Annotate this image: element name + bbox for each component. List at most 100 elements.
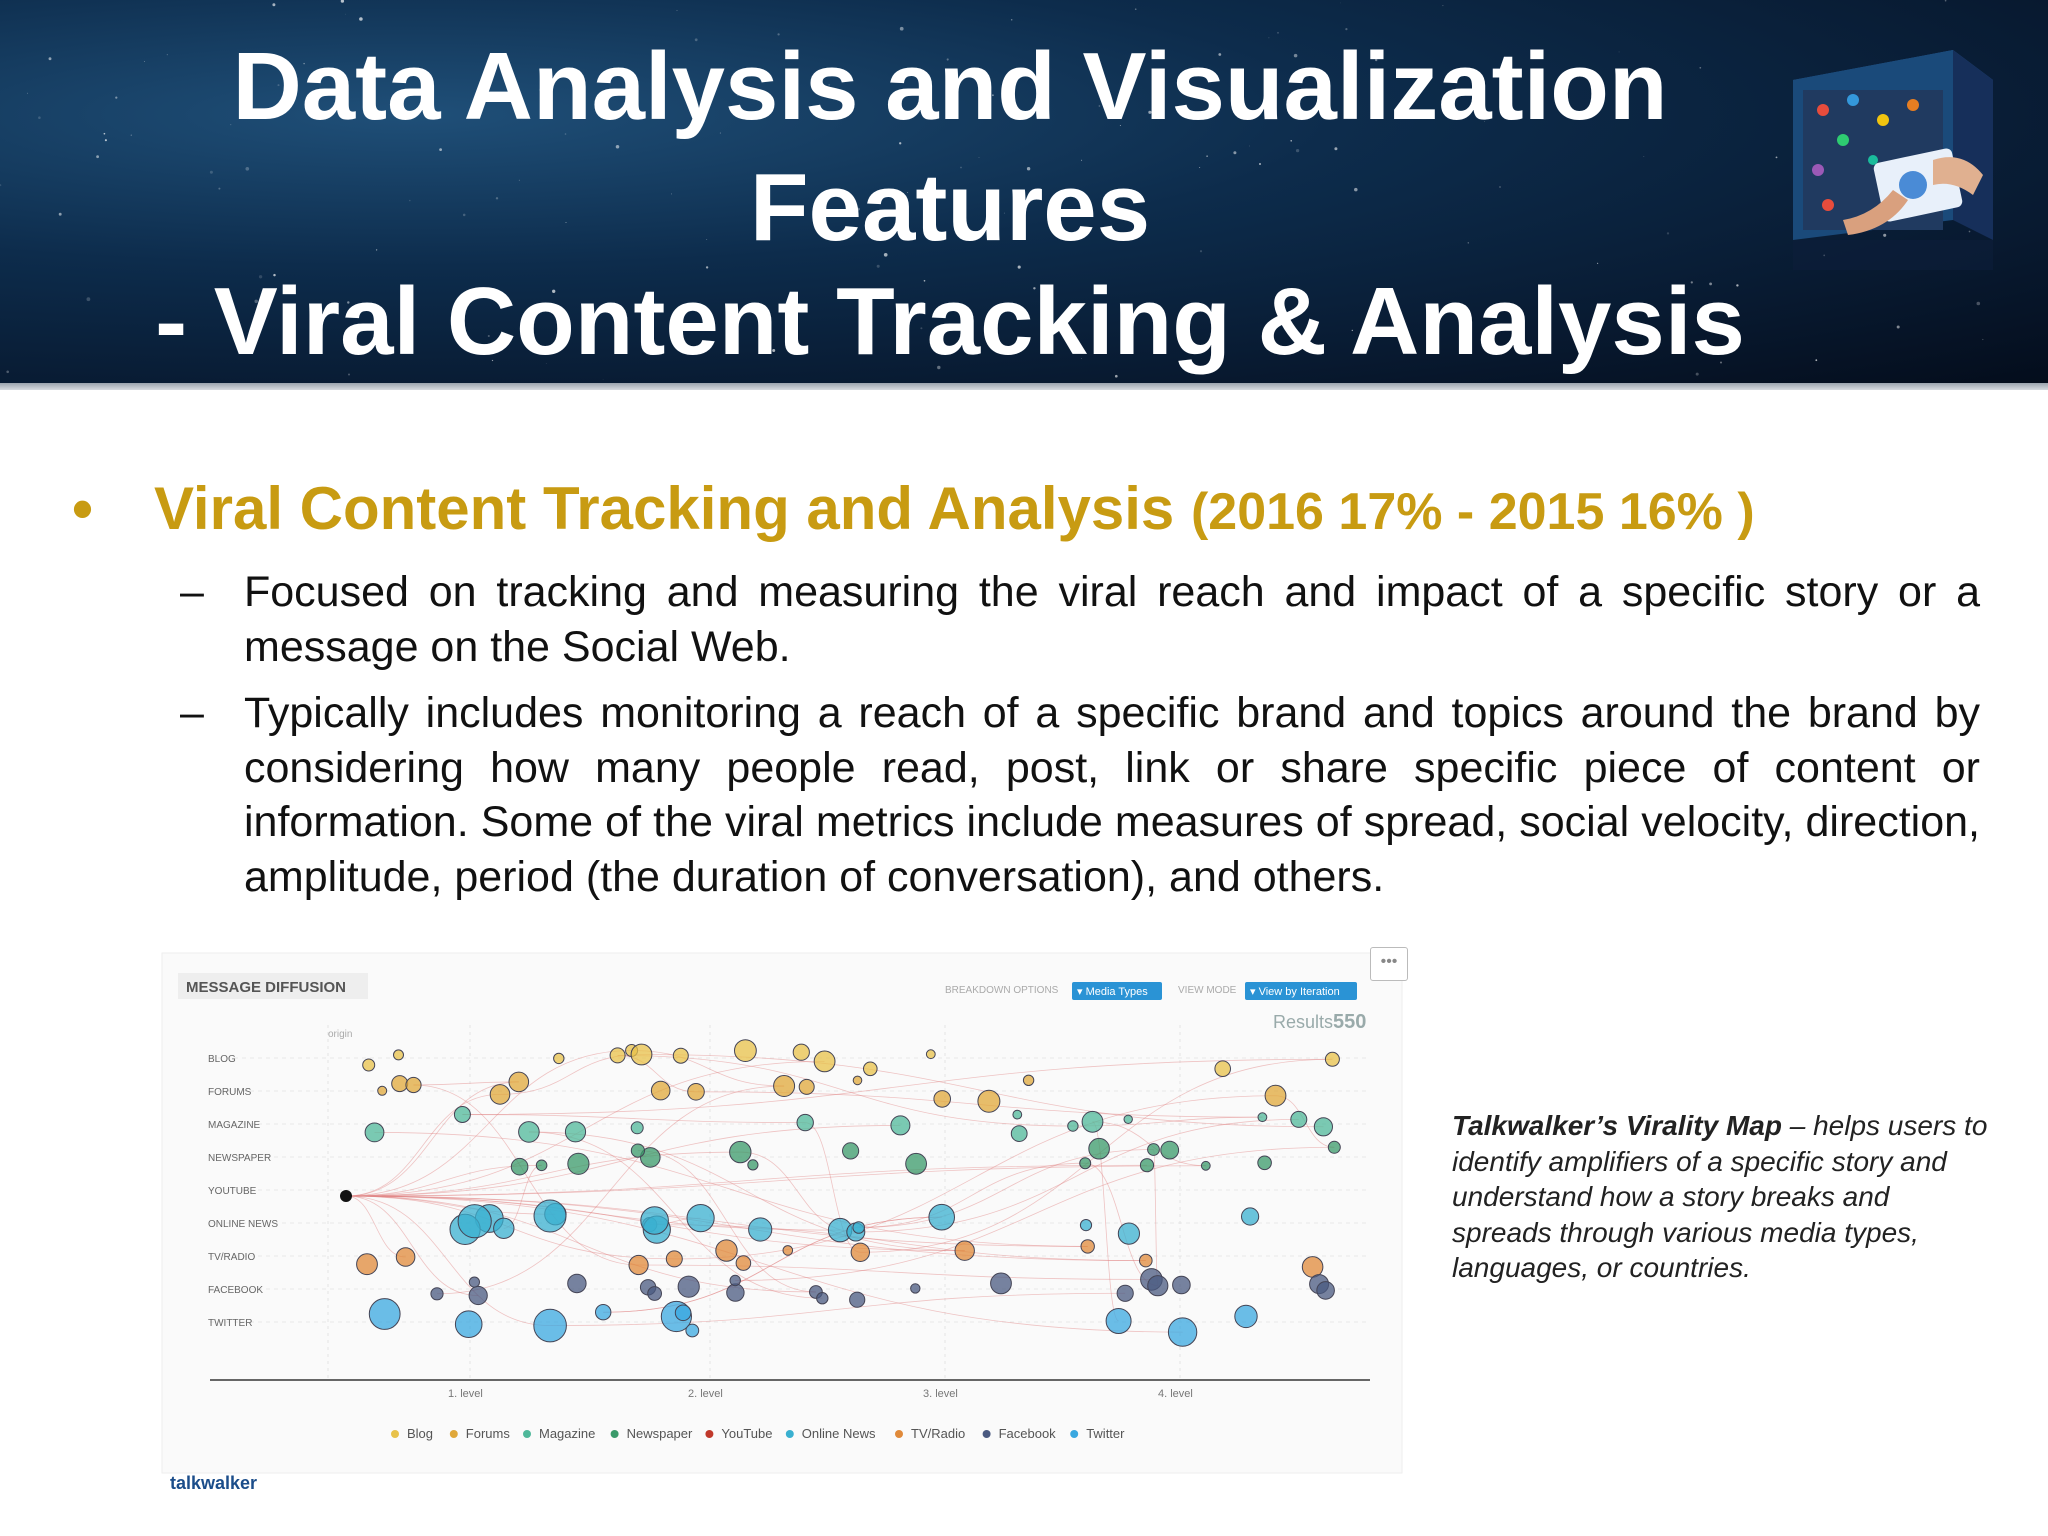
diffusion-node[interactable] bbox=[395, 1247, 416, 1267]
diffusion-node[interactable] bbox=[595, 1304, 612, 1321]
chart-menu-button[interactable]: ••• bbox=[1370, 947, 1408, 981]
diffusion-node[interactable] bbox=[686, 1204, 715, 1233]
diffusion-node[interactable] bbox=[748, 1217, 773, 1242]
diffusion-node[interactable] bbox=[905, 1152, 927, 1175]
diffusion-node[interactable] bbox=[1264, 1084, 1287, 1107]
diffusion-node[interactable] bbox=[715, 1239, 738, 1262]
diffusion-node[interactable] bbox=[863, 1061, 878, 1077]
diffusion-node[interactable] bbox=[735, 1255, 752, 1271]
diffusion-node[interactable] bbox=[1167, 1317, 1198, 1347]
diffusion-node[interactable] bbox=[535, 1159, 548, 1172]
diffusion-node[interactable] bbox=[1080, 1239, 1095, 1254]
diffusion-node[interactable] bbox=[1324, 1051, 1340, 1067]
diffusion-node[interactable] bbox=[1081, 1110, 1104, 1133]
diffusion-node[interactable] bbox=[364, 1122, 385, 1143]
diffusion-node[interactable] bbox=[362, 1058, 376, 1072]
diffusion-node[interactable] bbox=[1067, 1120, 1079, 1132]
diffusion-node[interactable] bbox=[1123, 1114, 1133, 1125]
diffusion-node[interactable] bbox=[849, 1291, 866, 1308]
diffusion-node[interactable] bbox=[630, 1121, 644, 1135]
diffusion-node[interactable] bbox=[533, 1199, 567, 1233]
diffusion-node[interactable] bbox=[1147, 1143, 1160, 1156]
diffusion-node[interactable] bbox=[726, 1283, 745, 1302]
diffusion-node[interactable] bbox=[796, 1113, 814, 1132]
diffusion-node[interactable] bbox=[1257, 1112, 1268, 1123]
diffusion-node[interactable] bbox=[747, 1159, 759, 1171]
diffusion-node[interactable] bbox=[1241, 1207, 1260, 1226]
diffusion-node[interactable] bbox=[729, 1274, 741, 1287]
diffusion-node[interactable] bbox=[1105, 1308, 1132, 1334]
diffusion-node[interactable] bbox=[508, 1071, 530, 1093]
diffusion-node[interactable] bbox=[1301, 1256, 1324, 1278]
diffusion-node[interactable] bbox=[925, 1049, 936, 1060]
diffusion-node[interactable] bbox=[816, 1292, 829, 1305]
diffusion-node[interactable] bbox=[729, 1140, 752, 1164]
diffusion-node[interactable] bbox=[990, 1272, 1012, 1295]
diffusion-node[interactable] bbox=[457, 1204, 492, 1239]
diffusion-node[interactable] bbox=[773, 1075, 796, 1097]
diffusion-node[interactable] bbox=[430, 1287, 444, 1301]
diffusion-node[interactable] bbox=[685, 1323, 700, 1338]
diffusion-node[interactable] bbox=[850, 1242, 870, 1262]
diffusion-node[interactable] bbox=[393, 1049, 404, 1061]
diffusion-node[interactable] bbox=[1234, 1304, 1258, 1329]
diffusion-node[interactable] bbox=[356, 1253, 378, 1276]
diffusion-node[interactable] bbox=[910, 1283, 921, 1294]
diffusion-node[interactable] bbox=[377, 1085, 388, 1096]
diffusion-node[interactable] bbox=[630, 1143, 645, 1158]
diffusion-node[interactable] bbox=[1139, 1158, 1155, 1173]
diffusion-node[interactable] bbox=[391, 1075, 409, 1093]
diffusion-node[interactable] bbox=[1079, 1219, 1093, 1232]
diffusion-node[interactable] bbox=[518, 1121, 540, 1143]
diffusion-node[interactable] bbox=[1214, 1060, 1231, 1077]
diffusion-node[interactable] bbox=[1257, 1155, 1272, 1171]
diffusion-node[interactable] bbox=[734, 1039, 757, 1062]
diffusion-node[interactable] bbox=[933, 1090, 952, 1108]
diffusion-node[interactable] bbox=[813, 1050, 836, 1073]
diffusion-node[interactable] bbox=[1012, 1109, 1023, 1120]
diffusion-node[interactable] bbox=[792, 1043, 810, 1061]
diffusion-node[interactable] bbox=[1116, 1284, 1134, 1302]
diffusion-node[interactable] bbox=[628, 1254, 649, 1276]
diffusion-node[interactable] bbox=[1117, 1222, 1141, 1245]
diffusion-node[interactable] bbox=[672, 1047, 689, 1064]
diffusion-node[interactable] bbox=[1022, 1074, 1035, 1087]
diffusion-node[interactable] bbox=[928, 1203, 956, 1231]
diffusion-node[interactable] bbox=[1200, 1160, 1211, 1171]
diffusion-node[interactable] bbox=[1147, 1275, 1169, 1297]
diffusion-node[interactable] bbox=[674, 1304, 692, 1322]
diffusion-node[interactable] bbox=[954, 1240, 975, 1261]
diffusion-node[interactable] bbox=[493, 1217, 515, 1239]
diffusion-node[interactable] bbox=[640, 1206, 669, 1235]
diffusion-node[interactable] bbox=[1160, 1140, 1180, 1160]
diffusion-node[interactable] bbox=[553, 1052, 565, 1065]
diffusion-node[interactable] bbox=[852, 1221, 866, 1234]
diffusion-node[interactable] bbox=[405, 1076, 422, 1094]
diffusion-node[interactable] bbox=[630, 1043, 653, 1066]
diffusion-node[interactable] bbox=[890, 1115, 911, 1136]
diffusion-node[interactable] bbox=[842, 1142, 860, 1160]
diffusion-node[interactable] bbox=[368, 1298, 401, 1330]
media-types-button[interactable] bbox=[1072, 982, 1162, 1000]
diffusion-node[interactable] bbox=[1316, 1281, 1335, 1300]
diffusion-node[interactable] bbox=[1010, 1125, 1028, 1143]
diffusion-node[interactable] bbox=[798, 1078, 815, 1095]
diffusion-node[interactable] bbox=[1327, 1140, 1341, 1154]
diffusion-node[interactable] bbox=[852, 1075, 863, 1086]
diffusion-node[interactable] bbox=[650, 1080, 671, 1101]
diffusion-node[interactable] bbox=[454, 1310, 483, 1339]
diffusion-node[interactable] bbox=[533, 1308, 567, 1343]
view-by-iteration-button[interactable] bbox=[1245, 982, 1357, 1000]
diffusion-node[interactable] bbox=[1313, 1117, 1334, 1137]
diffusion-node[interactable] bbox=[647, 1286, 663, 1301]
diffusion-node[interactable] bbox=[567, 1273, 587, 1294]
diffusion-node[interactable] bbox=[687, 1083, 705, 1101]
diffusion-node[interactable] bbox=[468, 1276, 480, 1288]
diffusion-node[interactable] bbox=[510, 1157, 529, 1176]
diffusion-node[interactable] bbox=[489, 1084, 511, 1105]
diffusion-node[interactable] bbox=[782, 1245, 794, 1256]
diffusion-node[interactable] bbox=[977, 1089, 1001, 1113]
origin-node[interactable] bbox=[340, 1190, 352, 1202]
diffusion-node[interactable] bbox=[665, 1250, 683, 1268]
diffusion-node[interactable] bbox=[609, 1047, 626, 1064]
